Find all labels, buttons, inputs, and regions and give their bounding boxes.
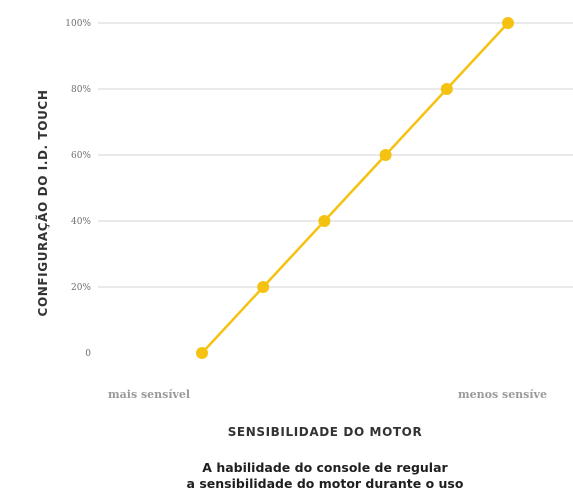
x-start-label: mais sensível	[108, 388, 190, 401]
caption-line-2: a sensibilidade do motor durante o uso	[187, 476, 464, 491]
x-axis-title: SENSIBILIDADE DO MOTOR	[228, 425, 423, 439]
y-tick-label: 20%	[71, 283, 91, 293]
data-point	[440, 83, 453, 95]
gridlines	[98, 22, 573, 288]
data-point	[257, 281, 270, 293]
y-axis-title: CONFIGURAÇÃO DO I.D. TOUCH	[35, 90, 50, 317]
y-tick-label: 80%	[71, 85, 91, 95]
series	[196, 17, 514, 359]
x-end-label: menos sensíve	[458, 388, 547, 401]
y-tick-label: 100%	[65, 19, 91, 29]
y-tick-label: 0	[85, 349, 91, 359]
data-point	[196, 347, 208, 359]
data-point	[379, 149, 392, 161]
data-point	[318, 215, 331, 227]
caption-line-1: A habilidade do console de regular	[202, 460, 448, 475]
y-tick-label: 60%	[71, 151, 91, 161]
data-point	[502, 17, 514, 29]
y-tick-labels: 0 20% 40% 60% 80% 100%	[65, 19, 91, 359]
y-tick-label: 40%	[71, 217, 91, 227]
series-line	[201, 22, 509, 354]
